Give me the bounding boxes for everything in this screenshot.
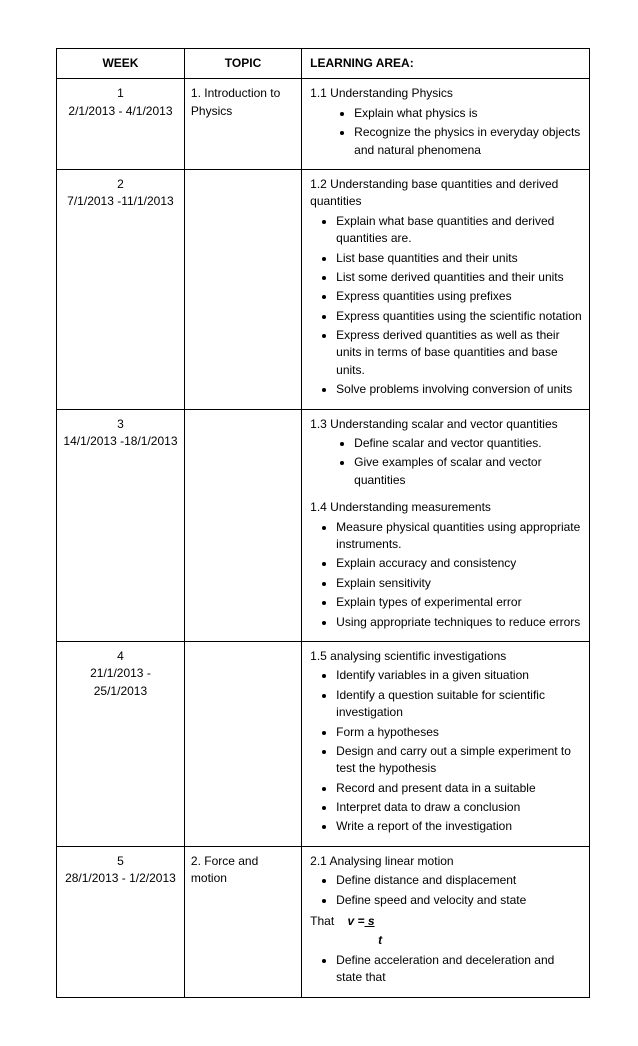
week-cell: 421/1/2013 - 25/1/2013 — [57, 641, 185, 846]
week-dates: 21/1/2013 - 25/1/2013 — [90, 666, 151, 697]
learning-cell: 1.1 Understanding Physics Explain what ph… — [302, 79, 590, 170]
bullet-item: Interpret data to draw a conclusion — [336, 799, 583, 816]
week-number: 3 — [63, 416, 178, 433]
bullet-item: Using appropriate techniques to reduce e… — [336, 614, 583, 631]
bullet-item: Define scalar and vector quantities. — [354, 435, 583, 452]
formula-t: t — [310, 932, 583, 949]
topic-cell — [184, 409, 301, 641]
bullet-item: Record and present data in a suitable — [336, 780, 583, 797]
topic-cell — [184, 641, 301, 846]
bullet-list: Define scalar and vector quantities. Give… — [310, 435, 583, 489]
document-page: WEEK TOPIC LEARNING AREA: 1 2/1/2013 - 4/… — [0, 0, 638, 1046]
bullet-item: Give examples of scalar and vector quant… — [354, 454, 583, 489]
week-cell: 27/1/2013 -11/1/2013 — [57, 169, 185, 409]
learning-cell: 1.3 Understanding scalar and vector quan… — [302, 409, 590, 641]
bullet-item: Solve problems involving conversion of u… — [336, 381, 583, 398]
bullet-item: Write a report of the investigation — [336, 818, 583, 835]
learning-heading: 1.4 Understanding measurements — [310, 499, 583, 516]
week-dates: 14/1/2013 -18/1/2013 — [63, 434, 177, 448]
learning-heading: 1.2 Understanding base quantities and de… — [310, 176, 583, 211]
header-topic: TOPIC — [184, 49, 301, 79]
table-row: 314/1/2013 -18/1/2013 1.3 Understanding s… — [57, 409, 590, 641]
table-row: 528/1/2013 - 1/2/20132. Force and motion… — [57, 846, 590, 997]
learning-cell: 2.1 Analysing linear motion Define distan… — [302, 846, 590, 997]
formula-s: s — [365, 914, 375, 928]
bullet-item: Form a hypotheses — [336, 724, 583, 741]
header-learning: LEARNING AREA: — [302, 49, 590, 79]
week-dates: 2/1/2013 - 4/1/2013 — [68, 104, 172, 118]
formula-that: That — [310, 914, 347, 928]
table-row: 1 2/1/2013 - 4/1/2013 1. Introduction to P… — [57, 79, 590, 170]
learning-heading: 1.1 Understanding Physics — [310, 85, 583, 102]
bullet-item: Explain types of experimental error — [336, 594, 583, 611]
syllabus-table: WEEK TOPIC LEARNING AREA: 1 2/1/2013 - 4/… — [56, 48, 590, 998]
learning-cell: 1.5 analysing scientific investigations I… — [302, 641, 590, 846]
bullet-list: Explain what base quantities and derived… — [310, 213, 583, 399]
week-number: 5 — [63, 853, 178, 870]
bullet-item: Recognize the physics in everyday object… — [354, 124, 583, 159]
topic-cell: 1. Introduction to Physics — [184, 79, 301, 170]
bullet-item: Explain what base quantities and derived… — [336, 213, 583, 248]
formula-v: v = — [348, 914, 365, 928]
bullet-item: Explain what physics is — [354, 105, 583, 122]
learning-heading: 2.1 Analysing linear motion — [310, 853, 583, 870]
bullet-item: Measure physical quantities using approp… — [336, 519, 583, 554]
topic-cell — [184, 169, 301, 409]
formula-line: That v = s — [310, 913, 583, 930]
week-cell: 528/1/2013 - 1/2/2013 — [57, 846, 185, 997]
bullet-item: Express quantities using the scientific … — [336, 308, 583, 325]
learning-cell: 1.2 Understanding base quantities and de… — [302, 169, 590, 409]
bullet-item: Express quantities using prefixes — [336, 288, 583, 305]
table-header-row: WEEK TOPIC LEARNING AREA: — [57, 49, 590, 79]
bullet-item: Explain accuracy and consistency — [336, 555, 583, 572]
week-number: 1 — [63, 85, 178, 102]
week-number: 2 — [63, 176, 178, 193]
bullet-item: Express derived quantities as well as th… — [336, 327, 583, 379]
bullet-list: Measure physical quantities using approp… — [310, 519, 583, 631]
bullet-item: Explain sensitivity — [336, 575, 583, 592]
week-number: 4 — [63, 648, 178, 665]
bullet-list: Define acceleration and deceleration and… — [310, 952, 583, 987]
bullet-item: Define speed and velocity and state — [336, 892, 583, 909]
table-row: 421/1/2013 - 25/1/2013 1.5 analysing scie… — [57, 641, 590, 846]
bullet-item: Define acceleration and deceleration and… — [336, 952, 583, 987]
learning-heading: 1.5 analysing scientific investigations — [310, 648, 583, 665]
header-week: WEEK — [57, 49, 185, 79]
bullet-item: Design and carry out a simple experiment… — [336, 743, 583, 778]
bullet-list: Define distance and displacement Define s… — [310, 872, 583, 909]
bullet-list: Identify variables in a given situation I… — [310, 667, 583, 836]
topic-cell: 2. Force and motion — [184, 846, 301, 997]
bullet-item: Define distance and displacement — [336, 872, 583, 889]
week-cell: 314/1/2013 -18/1/2013 — [57, 409, 185, 641]
bullet-item: List some derived quantities and their u… — [336, 269, 583, 286]
bullet-list: Explain what physics is Recognize the phy… — [310, 105, 583, 159]
week-dates: 7/1/2013 -11/1/2013 — [67, 194, 174, 208]
bullet-item: Identify variables in a given situation — [336, 667, 583, 684]
bullet-item: Identify a question suitable for scienti… — [336, 687, 583, 722]
bullet-item: List base quantities and their units — [336, 250, 583, 267]
learning-heading: 1.3 Understanding scalar and vector quan… — [310, 416, 583, 433]
table-row: 27/1/2013 -11/1/2013 1.2 Understanding ba… — [57, 169, 590, 409]
week-cell: 1 2/1/2013 - 4/1/2013 — [57, 79, 185, 170]
week-dates: 28/1/2013 - 1/2/2013 — [65, 871, 176, 885]
